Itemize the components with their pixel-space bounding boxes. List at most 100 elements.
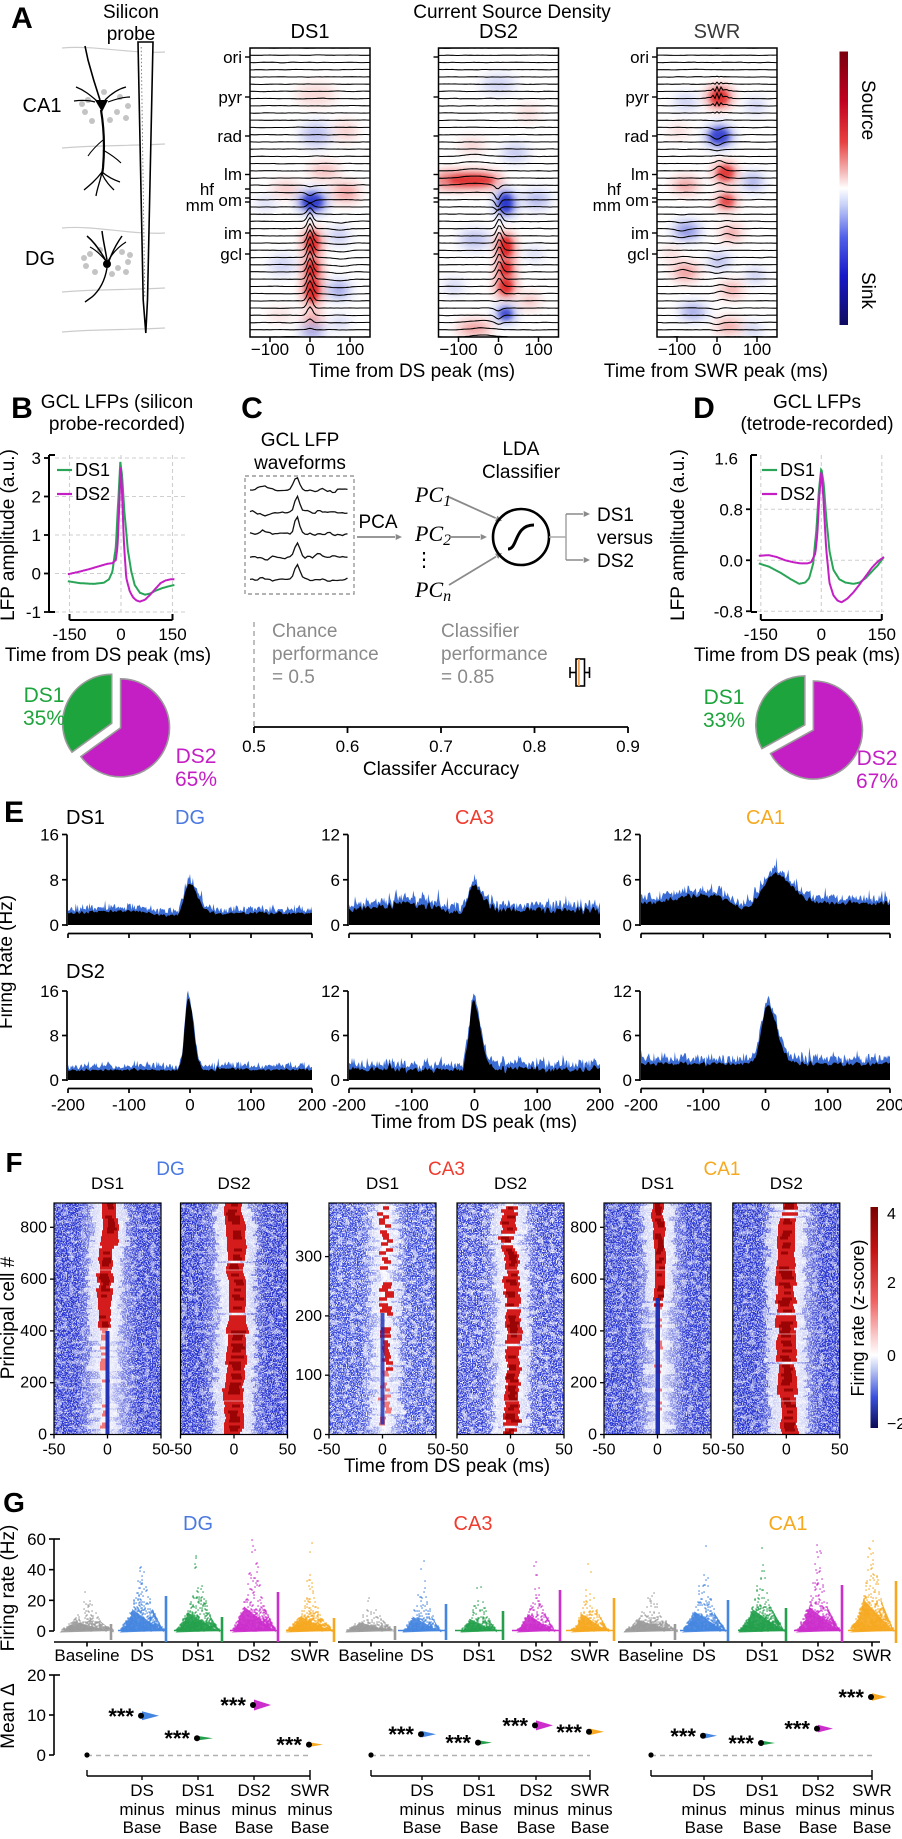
- svg-text:probe-recorded): probe-recorded): [49, 414, 185, 435]
- svg-text:SWR: SWR: [570, 1646, 610, 1665]
- svg-text:minus: minus: [795, 1800, 840, 1819]
- svg-text:8: 8: [50, 871, 59, 890]
- svg-text:Chance: Chance: [272, 621, 338, 642]
- svg-text:DS2: DS2: [494, 1174, 527, 1193]
- svg-text:Base: Base: [235, 1818, 274, 1834]
- svg-text:om: om: [625, 191, 649, 210]
- svg-text:DS1: DS1: [291, 21, 330, 43]
- svg-text:minus: minus: [739, 1800, 784, 1819]
- svg-text:200: 200: [876, 1096, 902, 1115]
- svg-text:minus: minus: [681, 1800, 726, 1819]
- svg-text:-200: -200: [51, 1096, 85, 1115]
- svg-text:0: 0: [712, 340, 721, 359]
- svg-text:0: 0: [506, 1442, 515, 1459]
- svg-text:Mean Δ: Mean Δ: [0, 1683, 19, 1749]
- svg-text:50: 50: [555, 1442, 573, 1459]
- svg-text:16: 16: [40, 982, 59, 1001]
- svg-text:DS: DS: [410, 1781, 434, 1800]
- svg-text:0: 0: [623, 1071, 632, 1090]
- svg-text:50: 50: [831, 1442, 849, 1459]
- svg-text:DS: DS: [130, 1646, 154, 1665]
- svg-text:performance: performance: [441, 644, 548, 665]
- svg-text:-100: -100: [686, 1096, 720, 1115]
- svg-text:20: 20: [27, 1666, 46, 1685]
- svg-text:0: 0: [623, 916, 632, 935]
- svg-text:minus: minus: [849, 1800, 894, 1819]
- svg-text:CA3: CA3: [428, 1159, 465, 1180]
- svg-text:0: 0: [653, 1442, 662, 1459]
- svg-text:Base: Base: [743, 1818, 782, 1834]
- svg-text:performance: performance: [272, 644, 379, 665]
- svg-text:DS2: DS2: [519, 1646, 552, 1665]
- svg-text:50: 50: [702, 1442, 720, 1459]
- svg-text:Time from DS peak (ms): Time from DS peak (ms): [309, 361, 515, 382]
- svg-text:100: 100: [814, 1096, 842, 1115]
- svg-text:C: C: [241, 392, 263, 425]
- svg-text:Source: Source: [857, 80, 878, 140]
- svg-text:PCA: PCA: [358, 512, 397, 533]
- svg-text:-100: -100: [395, 1096, 429, 1115]
- svg-text:A: A: [11, 2, 33, 35]
- svg-text:12: 12: [321, 826, 340, 845]
- svg-text:Time from DS peak (ms): Time from DS peak (ms): [371, 1112, 577, 1133]
- svg-text:DS2: DS2: [780, 484, 815, 504]
- svg-text:12: 12: [321, 982, 340, 1001]
- svg-text:DS: DS: [410, 1646, 434, 1665]
- svg-text:DS2: DS2: [801, 1646, 834, 1665]
- svg-text:Time from DS peak (ms): Time from DS peak (ms): [694, 645, 900, 666]
- svg-text:DS1: DS1: [462, 1646, 495, 1665]
- svg-text:ori: ori: [630, 48, 649, 67]
- svg-text:Time from DS peak (ms): Time from DS peak (ms): [344, 1456, 550, 1477]
- svg-text:DS2: DS2: [857, 747, 898, 770]
- svg-text:6: 6: [623, 1027, 632, 1046]
- svg-text:200: 200: [20, 1375, 47, 1392]
- svg-text:DS1: DS1: [66, 807, 105, 829]
- svg-text:Baseline: Baseline: [338, 1646, 403, 1665]
- svg-text:DS2: DS2: [237, 1781, 270, 1800]
- svg-text:DS1: DS1: [91, 1174, 124, 1193]
- svg-text:Time from DS peak (ms): Time from DS peak (ms): [5, 645, 211, 666]
- svg-text:Sink: Sink: [857, 272, 878, 309]
- svg-text:DS1: DS1: [745, 1646, 778, 1665]
- svg-text:0: 0: [32, 565, 41, 584]
- svg-text:DS1: DS1: [745, 1781, 778, 1800]
- svg-text:20: 20: [27, 1591, 46, 1610]
- svg-text:100: 100: [336, 340, 364, 359]
- svg-text:probe: probe: [107, 24, 156, 45]
- svg-text:Principal cell #: Principal cell #: [0, 1256, 19, 1379]
- svg-text:im: im: [224, 224, 242, 243]
- svg-text:0: 0: [185, 1096, 194, 1115]
- svg-text:SWR: SWR: [290, 1646, 330, 1665]
- svg-text:hf: hf: [200, 180, 214, 199]
- svg-text:100: 100: [523, 1096, 551, 1115]
- svg-text:= 0.85: = 0.85: [441, 667, 494, 688]
- svg-text:DS1: DS1: [641, 1174, 674, 1193]
- svg-text:om: om: [218, 191, 242, 210]
- svg-text:DG: DG: [183, 1513, 213, 1535]
- svg-text:-1: -1: [26, 603, 41, 622]
- svg-text:0: 0: [331, 916, 340, 935]
- svg-text:6: 6: [623, 871, 632, 890]
- svg-text:Firing Rate (Hz): Firing Rate (Hz): [0, 895, 17, 1029]
- svg-text:Current Source Density: Current Source Density: [413, 2, 611, 23]
- svg-text:33%: 33%: [703, 709, 745, 732]
- svg-text:= 0.5: = 0.5: [272, 667, 315, 688]
- svg-text:CA1: CA1: [769, 1513, 808, 1535]
- svg-text:G: G: [3, 1487, 25, 1518]
- svg-text:Classifer Accuracy: Classifer Accuracy: [363, 759, 520, 780]
- svg-text:16: 16: [40, 826, 59, 845]
- svg-text:6: 6: [331, 871, 340, 890]
- svg-text:35%: 35%: [23, 707, 65, 730]
- svg-text:ori: ori: [223, 48, 242, 67]
- svg-text:Silicon: Silicon: [103, 2, 159, 23]
- svg-text:100: 100: [295, 1367, 322, 1384]
- svg-text:−100: −100: [658, 340, 696, 359]
- svg-text:gcl: gcl: [220, 245, 242, 264]
- svg-text:***: ***: [164, 1726, 190, 1751]
- svg-text:0.8: 0.8: [719, 500, 743, 519]
- svg-text:versus: versus: [597, 528, 653, 549]
- svg-text:10: 10: [27, 1706, 46, 1725]
- svg-text:Base: Base: [123, 1818, 162, 1834]
- svg-text:Classifier: Classifier: [482, 462, 561, 483]
- svg-text:DS2: DS2: [217, 1174, 250, 1193]
